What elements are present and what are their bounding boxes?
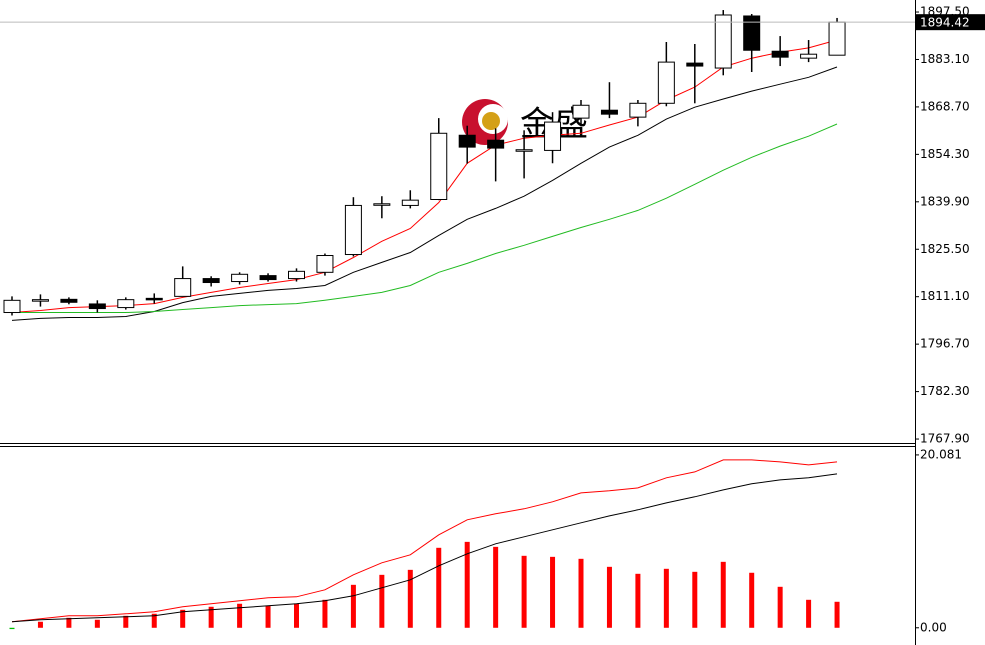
histogram-bar [237,603,243,628]
y-tick-label: 1883.10 [920,52,970,66]
candle-body [686,62,704,67]
histogram-bar [635,573,641,628]
candle-body [288,270,305,280]
histogram-bar [9,627,15,630]
histogram-bar [66,617,72,628]
y-tick-label: 1839.90 [920,194,970,208]
candle-body [657,61,675,104]
histogram-bar [436,547,442,628]
candle-body [117,299,135,309]
histogram-bar [123,615,129,628]
ma-line [11,66,838,321]
candle-body [231,273,249,283]
y-tick-label: 0.00 [920,620,947,634]
histogram-bar [806,599,812,628]
ma-line [11,473,838,623]
histogram-bar [663,568,669,628]
candle-body [401,199,419,206]
price-label: 1894.42 [920,16,970,30]
y-tick-label: 1811.10 [920,289,970,303]
histogram-bar [265,605,271,628]
candle-body [3,299,21,314]
candle-body [145,297,163,301]
histogram-bar [37,621,43,628]
histogram-bar [606,566,612,628]
histogram-bar [379,574,385,628]
histogram-bar [350,584,356,628]
candle-body [544,121,562,151]
candle-body [60,298,78,303]
y-tick-label: 1796.70 [920,337,970,351]
candle-body [88,303,106,310]
y-tick-label: 1767.90 [920,432,970,446]
histogram-bar [834,601,840,628]
ma-line [12,123,838,313]
histogram-bar [550,556,556,628]
candle-body [487,139,505,149]
candle-body [600,109,618,115]
histogram-bar [294,603,299,628]
logo [462,99,508,145]
histogram-bar [749,572,755,628]
histogram-bar [407,569,413,628]
candle-body [771,50,789,58]
candle-body [743,15,761,51]
candle-body [458,134,476,148]
histogram-bar [493,546,499,628]
candle-body [828,21,846,56]
candle-body [316,255,334,273]
ma-line [11,459,838,623]
histogram-bar [94,619,100,628]
y-tick-label: 1825.50 [920,242,970,256]
histogram-bar [777,586,783,628]
histogram-bar [720,561,726,628]
candle-body [202,278,220,284]
candle-body [344,204,362,256]
y-tick-label: 1868.70 [920,99,970,113]
histogram-bar [180,609,186,628]
candle-body [259,275,277,281]
histogram-bar [151,613,157,628]
ma-line [11,39,838,313]
y-tick-label: 1854.30 [920,147,970,161]
histogram-bar [464,541,470,628]
candle-body [174,278,192,297]
candle-body [629,102,647,118]
candle-body [31,299,49,302]
candle-body [572,104,590,119]
histogram-bar [692,571,698,628]
candle-body [373,203,391,206]
histogram-bar [578,558,584,628]
candle-body [430,132,448,201]
candle-body [800,53,818,59]
histogram-bar [208,606,214,628]
price-label-box [916,14,985,31]
histogram-bar [322,599,328,628]
candle-body [515,149,533,152]
candle-body [714,14,732,69]
y-tick-label: 20.081 [920,447,962,461]
histogram-bar [521,555,527,628]
y-tick-label: 1782.30 [920,384,970,398]
